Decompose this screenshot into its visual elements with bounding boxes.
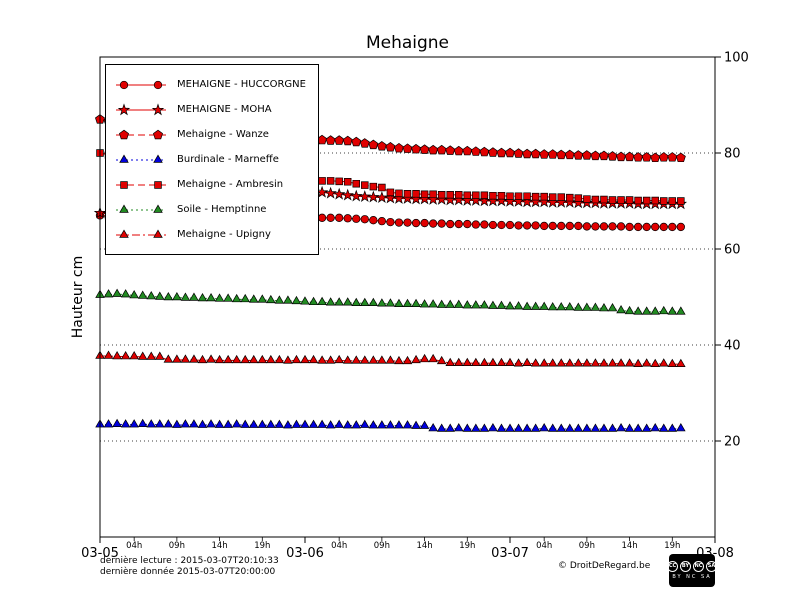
- legend-label: Mehaigne - Upigny: [177, 229, 271, 240]
- cc-license-badge: cc by nc sa BY NC SA: [667, 554, 717, 587]
- legend-label: Mehaigne - Ambresin: [177, 179, 284, 190]
- svg-text:04h: 04h: [536, 541, 552, 551]
- legend-marker-sample: [116, 229, 166, 238]
- y-axis-ticks: 20 40 60 80 100: [715, 51, 749, 450]
- legend-marker-sample: [116, 129, 166, 139]
- cc-sa-icon: sa: [706, 561, 717, 572]
- legend-label: Mehaigne - Wanze: [177, 129, 269, 140]
- footer-info: dernière lecture : 2015-03-07T20:10:33 d…: [100, 556, 279, 578]
- svg-text:09h: 09h: [579, 541, 595, 551]
- series-0: [95, 211, 685, 232]
- legend-marker-sample: [116, 80, 166, 89]
- legend-item-0: MEHAIGNE - HUCCORGNE: [114, 72, 306, 97]
- series-2: [95, 114, 686, 163]
- svg-text:60: 60: [724, 243, 741, 258]
- copyright-text: © DroitDeRegard.be: [558, 561, 651, 571]
- cc-icon: cc: [667, 561, 678, 572]
- series-3: [95, 418, 686, 432]
- legend-marker-sample: [116, 102, 166, 115]
- legend-item-2: Mehaigne - Wanze: [114, 122, 306, 147]
- svg-text:40: 40: [724, 339, 741, 354]
- legend-item-5: Soile - Hemptinne: [114, 197, 306, 222]
- svg-text:80: 80: [724, 147, 741, 162]
- svg-text:19h: 19h: [664, 541, 680, 551]
- cc-by-icon: by: [680, 561, 691, 572]
- legend-item-1: MEHAIGNE - MOHA: [114, 97, 306, 122]
- cc-icons-row: cc by nc sa: [667, 561, 717, 572]
- legend-marker-sample: [116, 154, 166, 163]
- svg-text:100: 100: [724, 51, 749, 66]
- legend-label: MEHAIGNE - HUCCORGNE: [177, 79, 306, 90]
- legend-marker-sample: [116, 180, 166, 189]
- legend-item-6: Mehaigne - Upigny: [114, 222, 306, 247]
- plot-border: [99, 56, 716, 538]
- svg-text:19h: 19h: [254, 541, 270, 551]
- svg-text:14h: 14h: [621, 541, 637, 551]
- legend-label: MEHAIGNE - MOHA: [177, 104, 272, 115]
- svg-text:03-06: 03-06: [286, 546, 324, 561]
- series-5: [95, 288, 686, 315]
- svg-text:14h: 14h: [211, 541, 227, 551]
- legend-label: Burdinale - Marneffe: [177, 154, 279, 165]
- svg-text:14h: 14h: [416, 541, 432, 551]
- legend-marker-sample: [116, 204, 166, 213]
- legend-item-3: Burdinale - Marneffe: [114, 147, 306, 172]
- cc-nc-icon: nc: [693, 561, 704, 572]
- cc-caption-text: BY NC SA: [672, 574, 712, 580]
- svg-text:04h: 04h: [331, 541, 347, 551]
- last-data-text: dernière donnée 2015-03-07T20:00:00: [100, 567, 276, 577]
- last-reading-text: dernière lecture : 2015-03-07T20:10:33: [100, 556, 279, 566]
- svg-text:19h: 19h: [459, 541, 475, 551]
- legend-item-4: Mehaigne - Ambresin: [114, 172, 306, 197]
- legend: MEHAIGNE - HUCCORGNE MEHAIGNE - MOHA Mehai…: [105, 64, 319, 255]
- svg-text:20: 20: [724, 435, 741, 450]
- svg-text:09h: 09h: [169, 541, 185, 551]
- svg-text:04h: 04h: [126, 541, 142, 551]
- chart-title: Mehaigne: [365, 33, 450, 53]
- svg-text:09h: 09h: [374, 541, 390, 551]
- legend-label: Soile - Hemptinne: [177, 204, 267, 215]
- svg-text:03-07: 03-07: [491, 546, 529, 561]
- series-6: [95, 350, 686, 367]
- svg-text:03-05: 03-05: [81, 546, 119, 561]
